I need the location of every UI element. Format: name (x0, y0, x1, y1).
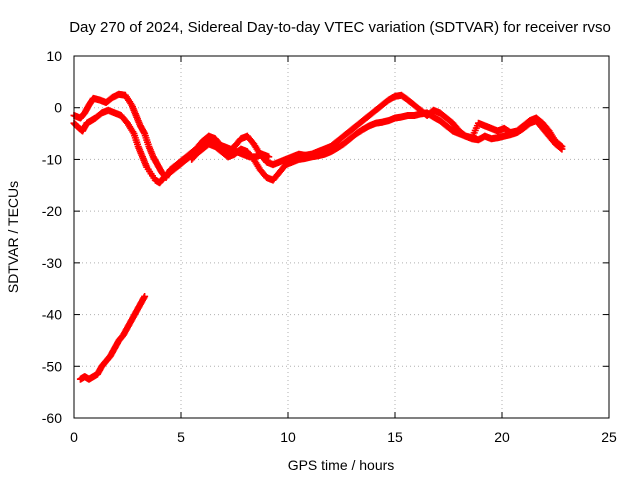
y-tick-label: -30 (42, 255, 62, 271)
series-track-2 (70, 106, 566, 187)
data-point (558, 145, 566, 153)
data-point (557, 144, 565, 152)
y-tick-label: -20 (42, 203, 62, 219)
y-tick-label: 10 (46, 48, 62, 64)
y-tick-label: -60 (42, 410, 62, 426)
y-tick-label: -50 (42, 358, 62, 374)
plot-frame (73, 55, 610, 419)
series-track-3 (188, 137, 273, 163)
series-track-4 (76, 292, 149, 383)
data-points (70, 90, 566, 383)
y-tick-label: -40 (42, 307, 62, 323)
x-axis-label: GPS time / hours (288, 457, 395, 473)
x-tick-label: 20 (494, 429, 510, 445)
x-tick-label: 10 (280, 429, 296, 445)
data-point (141, 292, 149, 300)
x-tick-label: 25 (601, 429, 617, 445)
x-tick-label: 15 (387, 429, 403, 445)
y-tick-label: -10 (42, 151, 62, 167)
data-point (265, 153, 273, 161)
y-tick-label: 0 (54, 100, 62, 116)
x-tick-label: 0 (70, 429, 78, 445)
x-tick-label: 5 (177, 429, 185, 445)
grid (74, 56, 609, 418)
chart-title: Day 270 of 2024, Sidereal Day-to-day VTE… (69, 19, 611, 36)
y-axis-label: SDTVAR / TECUs (5, 181, 21, 293)
